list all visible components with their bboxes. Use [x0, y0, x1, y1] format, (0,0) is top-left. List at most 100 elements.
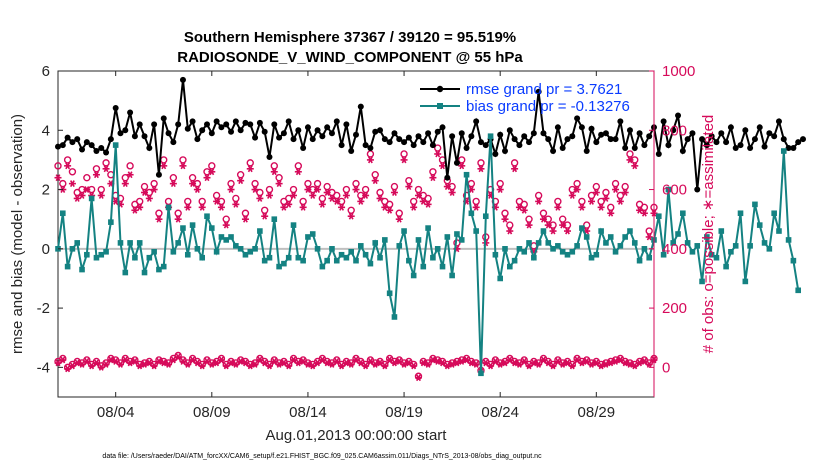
- obs-assimilated-marker: [160, 359, 168, 367]
- asterisk-stroke: [204, 174, 210, 182]
- obs-possible-marker: [573, 179, 581, 188]
- obs-assimilated-marker: [323, 189, 331, 196]
- rmse-point: [391, 130, 398, 137]
- asterisk-stroke: [593, 359, 599, 367]
- obs-possible-marker: [155, 209, 163, 217]
- obs-assimilated-marker: [386, 206, 394, 214]
- rmse-point: [559, 145, 566, 152]
- asterisk-stroke: [560, 360, 566, 368]
- asterisk-stroke: [516, 360, 522, 368]
- obs-assimilated-marker: [616, 197, 624, 205]
- asterisk-stroke: [209, 168, 215, 176]
- obs-possible-marker: [534, 191, 543, 200]
- obs-assimilated-marker: [621, 189, 629, 196]
- rmse-point: [64, 134, 71, 141]
- asterisk-stroke: [281, 203, 287, 211]
- obs-assimilated-marker: [208, 360, 216, 368]
- bias-point: [396, 243, 403, 249]
- rmse-point: [641, 142, 648, 149]
- bias-point: [377, 254, 383, 261]
- obs-possible-marker: [236, 171, 245, 179]
- obs-assimilated-marker: [169, 356, 177, 364]
- obs-assimilated-marker: [102, 165, 110, 173]
- obs-assimilated-marker: [333, 197, 341, 205]
- bias-point: [88, 195, 95, 202]
- asterisk-stroke: [324, 359, 330, 367]
- bias-point: [449, 272, 455, 279]
- asterisk-stroke: [243, 359, 248, 367]
- obs-possible-marker: [371, 171, 379, 179]
- bias-point: [737, 210, 744, 217]
- asterisk-stroke: [641, 209, 647, 217]
- rmse-point: [343, 121, 350, 128]
- rmse-point: [420, 139, 427, 146]
- bias-point: [780, 148, 787, 154]
- asterisk-stroke: [252, 186, 258, 193]
- asterisk-stroke: [348, 212, 354, 220]
- obs-assimilated-marker: [535, 197, 543, 205]
- obs-assimilated-marker: [544, 359, 552, 367]
- asterisk-stroke: [194, 186, 200, 193]
- rmse-point: [453, 159, 460, 166]
- obs-possible-marker: [241, 209, 250, 217]
- rmse-point: [271, 121, 278, 128]
- asterisk-stroke: [387, 356, 393, 364]
- obs-assimilated-marker: [78, 360, 86, 368]
- bias-point: [199, 254, 205, 261]
- bias-point: [257, 228, 263, 234]
- obs-assimilated-marker: [222, 362, 230, 370]
- bias-point: [559, 248, 566, 255]
- obs-assimilated-marker: [636, 359, 644, 367]
- asterisk-stroke: [276, 180, 282, 188]
- bias-point: [237, 246, 244, 252]
- obs-possible-marker: [97, 185, 105, 194]
- asterisk-stroke: [440, 359, 445, 367]
- asterisk-stroke: [521, 358, 527, 365]
- rmse-point: [737, 142, 744, 149]
- asterisk-stroke: [180, 162, 186, 170]
- obs-assimilated-marker: [429, 174, 437, 182]
- obs-assimilated-marker: [222, 221, 230, 229]
- obs-possible-marker: [126, 162, 134, 170]
- obs-assimilated-marker: [419, 197, 427, 205]
- asterisk-stroke: [598, 203, 604, 211]
- asterisk-stroke: [512, 359, 518, 367]
- obs-assimilated-marker: [602, 360, 610, 368]
- bias-point: [406, 257, 412, 264]
- obs-assimilated-marker: [126, 359, 134, 367]
- asterisk-stroke: [137, 362, 143, 370]
- asterisk-stroke: [536, 197, 542, 205]
- bias-point: [60, 210, 66, 217]
- asterisk-stroke: [113, 358, 119, 365]
- asterisk-stroke: [271, 358, 277, 365]
- bias-point: [93, 254, 100, 261]
- asterisk-stroke: [382, 203, 388, 211]
- asterisk-stroke: [199, 362, 205, 370]
- obs-assimilated-marker: [424, 200, 432, 208]
- asterisk-stroke: [541, 356, 546, 364]
- left-axis-label: rmse and bias (model - observation): [9, 114, 26, 354]
- bias-point: [74, 240, 81, 246]
- obs-possible-marker: [558, 215, 567, 223]
- bias-point: [492, 251, 499, 258]
- bias-point: [117, 240, 124, 246]
- obs-assimilated-marker: [338, 362, 346, 370]
- asterisk-stroke: [194, 359, 200, 367]
- obs-possible-marker: [198, 197, 206, 206]
- rmse-point: [477, 139, 484, 146]
- asterisk-stroke: [353, 186, 359, 193]
- obs-assimilated-marker: [371, 177, 379, 185]
- rmse-point: [766, 130, 773, 137]
- obs-assimilated-marker: [405, 359, 413, 367]
- bias-point: [636, 257, 643, 264]
- asterisk-stroke: [550, 362, 556, 370]
- right-y-tick-label: 600: [662, 182, 687, 199]
- rmse-point: [372, 128, 379, 135]
- bias-point: [338, 251, 345, 258]
- obs-assimilated-marker: [525, 221, 533, 229]
- rmse-point: [742, 127, 749, 134]
- obs-assimilated-marker: [294, 359, 302, 367]
- asterisk-stroke: [238, 177, 244, 185]
- rmse-point: [131, 133, 138, 140]
- bias-point: [362, 251, 369, 258]
